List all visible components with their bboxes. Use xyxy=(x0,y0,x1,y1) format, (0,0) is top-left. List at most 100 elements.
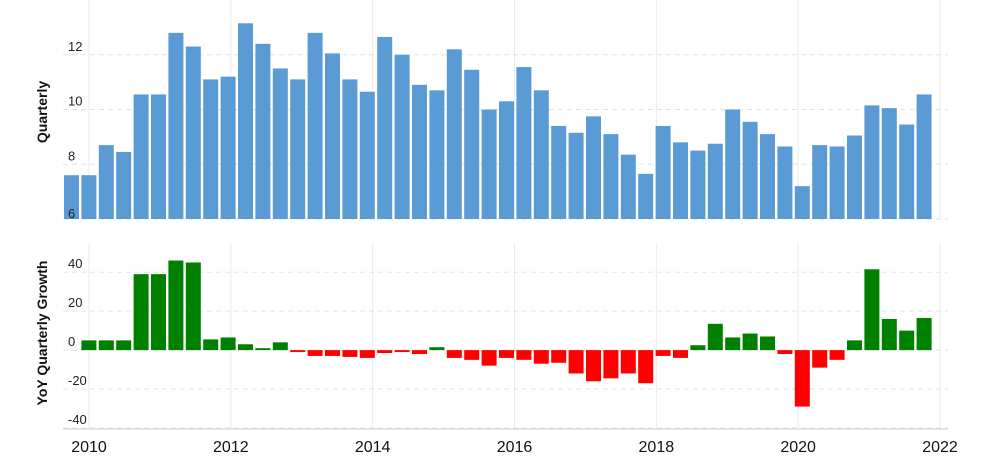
quarterly-bar xyxy=(742,121,758,219)
x-tick-label: 2014 xyxy=(355,439,391,456)
growth-bar xyxy=(481,350,497,366)
quarterly-bar xyxy=(220,76,236,220)
quarterly-bars xyxy=(64,23,932,220)
growth-bar xyxy=(81,340,97,351)
quarterly-bar xyxy=(899,124,915,219)
quarterly-bar xyxy=(655,125,671,219)
x-tick-label: 2018 xyxy=(639,439,675,456)
growth-bar xyxy=(864,269,880,351)
growth-bar xyxy=(98,340,114,351)
quarterly-bar xyxy=(551,125,567,219)
growth-y-tick-label: -20 xyxy=(68,373,87,388)
growth-bar xyxy=(742,333,758,351)
quarterly-panel: 6 8 10 12 Quarterly xyxy=(34,0,948,221)
growth-bar xyxy=(673,350,688,358)
quarterly-bar xyxy=(812,145,828,219)
growth-y-tick-label: 0 xyxy=(68,334,75,349)
quarterly-bar xyxy=(638,173,654,219)
growth-bar xyxy=(829,350,845,360)
growth-bar xyxy=(899,330,915,351)
quarterly-bar xyxy=(464,69,480,220)
quarterly-bar xyxy=(794,186,810,219)
quarterly-bar xyxy=(98,145,114,219)
growth-bar xyxy=(916,317,932,351)
quarterly-bar xyxy=(516,67,532,219)
growth-bar xyxy=(794,350,810,407)
growth-bars xyxy=(81,260,932,407)
growth-bar xyxy=(586,350,601,382)
growth-bar xyxy=(446,350,462,358)
quarterly-y-tick-label: 6 xyxy=(68,206,75,221)
quarterly-bar xyxy=(673,142,688,219)
growth-bar xyxy=(429,347,445,351)
growth-bar xyxy=(847,340,862,351)
growth-bar xyxy=(777,350,793,354)
quarterly-y-tick-label: 8 xyxy=(68,148,75,163)
quarterly-bar xyxy=(116,151,132,219)
quarterly-bar xyxy=(533,90,549,220)
growth-bar xyxy=(272,342,288,351)
growth-bar xyxy=(220,337,236,351)
quarterly-bar xyxy=(133,94,149,219)
quarterly-bar xyxy=(203,79,219,219)
quarterly-y-axis-label: Quarterly xyxy=(34,81,50,143)
quarterly-y-ticks: 6 8 10 12 xyxy=(68,39,82,221)
x-tick-label: 2022 xyxy=(922,439,958,456)
growth-bar xyxy=(359,350,375,358)
quarterly-bar xyxy=(325,53,340,219)
growth-bar xyxy=(620,350,636,374)
quarterly-bar xyxy=(881,108,897,219)
growth-bar xyxy=(325,350,340,356)
quarterly-bar xyxy=(707,143,723,219)
quarterly-bar xyxy=(690,150,706,219)
growth-y-tick-label: -40 xyxy=(68,412,87,427)
growth-bar xyxy=(342,350,358,357)
growth-bar xyxy=(377,350,393,354)
growth-bar xyxy=(203,339,219,351)
quarterly-bar xyxy=(81,175,97,219)
quarterly-bar xyxy=(342,79,358,219)
quarterly-bar xyxy=(829,146,845,219)
growth-bar xyxy=(533,350,549,364)
quarterly-bar xyxy=(725,109,741,219)
x-tick-label: 2020 xyxy=(780,439,816,456)
quarterly-bar xyxy=(377,36,393,219)
growth-bar xyxy=(568,350,584,374)
x-tick-label: 2010 xyxy=(71,439,107,456)
x-axis: 2010 2012 2014 2016 2018 2020 2022 xyxy=(63,428,958,456)
growth-bar xyxy=(307,350,323,356)
growth-bar xyxy=(185,262,201,351)
growth-bar xyxy=(255,348,271,351)
quarterly-bar xyxy=(603,134,619,219)
quarterly-bar xyxy=(760,134,775,219)
growth-bar xyxy=(151,274,166,351)
quarterly-bar xyxy=(238,23,253,219)
quarterly-bar xyxy=(255,43,271,219)
quarterly-bar xyxy=(290,79,306,219)
quarterly-bar xyxy=(499,101,514,219)
growth-bar xyxy=(655,350,671,356)
quarterly-bar xyxy=(359,91,375,219)
growth-bar xyxy=(116,340,132,351)
growth-bar xyxy=(812,350,828,368)
growth-bar xyxy=(707,323,723,351)
growth-bar xyxy=(603,350,619,379)
quarterly-y-tick-label: 12 xyxy=(68,39,82,54)
growth-y-ticks: -40 -20 0 20 40 xyxy=(68,256,87,427)
growth-panel: -40 -20 0 20 40 YoY Quarterly Growth xyxy=(34,243,948,429)
x-tick-label: 2016 xyxy=(497,439,533,456)
growth-bar xyxy=(290,350,306,353)
quarterly-bar xyxy=(394,54,410,219)
growth-bar xyxy=(638,350,654,384)
quarterly-bar xyxy=(412,84,427,219)
growth-bar xyxy=(168,260,184,351)
quarterly-bar xyxy=(272,68,288,219)
quarterly-y-tick-label: 10 xyxy=(68,94,82,109)
growth-bar xyxy=(881,318,897,351)
quarterly-bar xyxy=(446,49,462,220)
quarterly-bar xyxy=(864,105,880,219)
quarterly-bar xyxy=(429,90,445,220)
growth-bar xyxy=(690,345,706,351)
growth-bar xyxy=(394,350,410,353)
